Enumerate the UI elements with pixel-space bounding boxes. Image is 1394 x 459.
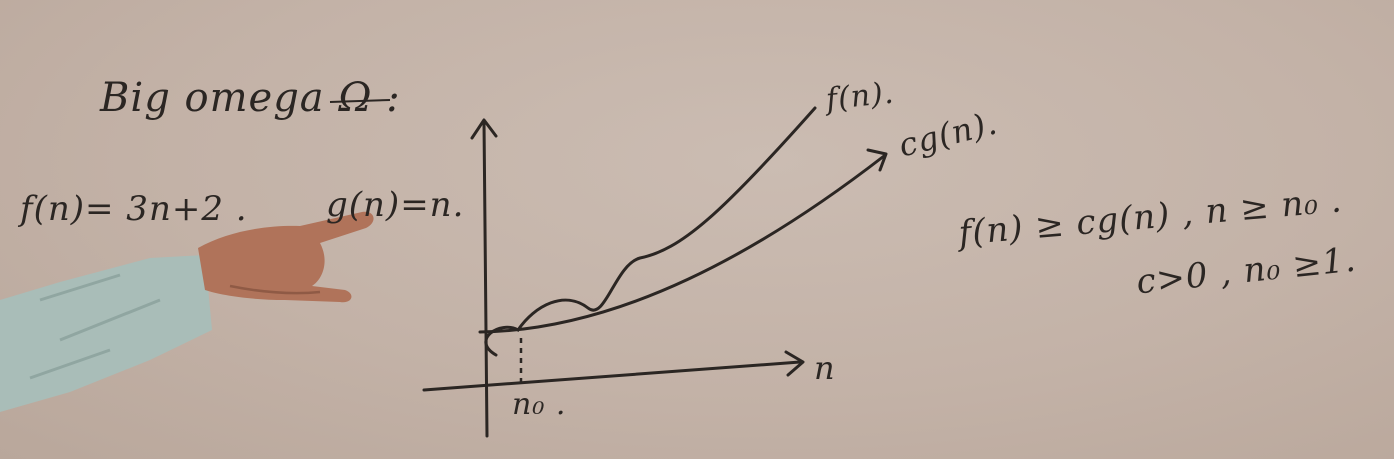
curve-cg-arrowhead	[866, 148, 888, 172]
board-title: Big omega Ω :	[100, 75, 401, 121]
y-axis-arrowhead	[470, 118, 498, 140]
hand	[198, 211, 374, 303]
g-definition: g(n)=n.	[326, 185, 465, 225]
sleeve-fold	[29, 273, 161, 380]
curve-f	[484, 106, 817, 357]
n0-label: n₀ .	[512, 387, 567, 422]
hand-shadow	[229, 284, 321, 295]
curve-f-label: f(n).	[824, 75, 896, 118]
omega-underline	[329, 99, 391, 103]
x-axis-arrowhead	[784, 350, 805, 377]
x-axis	[422, 360, 802, 392]
curve-cg	[478, 154, 886, 334]
arm-sleeve	[0, 255, 212, 412]
f-definition: f(n)= 3n+2 .	[20, 189, 248, 229]
x-axis-label: n	[814, 349, 836, 387]
y-axis	[482, 120, 489, 438]
